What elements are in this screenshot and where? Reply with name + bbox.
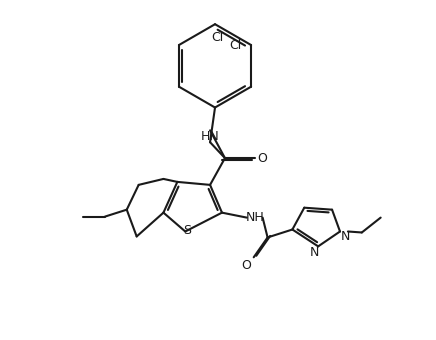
Text: Cl: Cl xyxy=(211,31,223,44)
Text: N: N xyxy=(310,246,319,259)
Text: N: N xyxy=(340,230,350,243)
Text: Cl: Cl xyxy=(229,38,242,52)
Text: HN: HN xyxy=(201,130,219,143)
Text: S: S xyxy=(183,224,191,237)
Text: O: O xyxy=(241,259,251,272)
Text: NH: NH xyxy=(245,211,264,224)
Text: O: O xyxy=(258,152,268,165)
